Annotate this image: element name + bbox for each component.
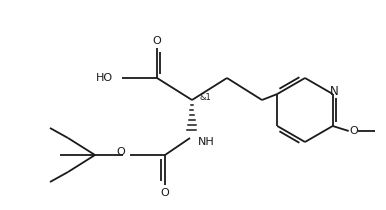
- Text: HO: HO: [96, 73, 113, 83]
- Text: O: O: [116, 147, 125, 157]
- Text: NH: NH: [198, 137, 215, 147]
- Text: O: O: [349, 126, 358, 136]
- Text: O: O: [161, 188, 169, 198]
- Text: &1: &1: [200, 92, 212, 101]
- Text: N: N: [330, 84, 339, 97]
- Text: O: O: [152, 36, 161, 46]
